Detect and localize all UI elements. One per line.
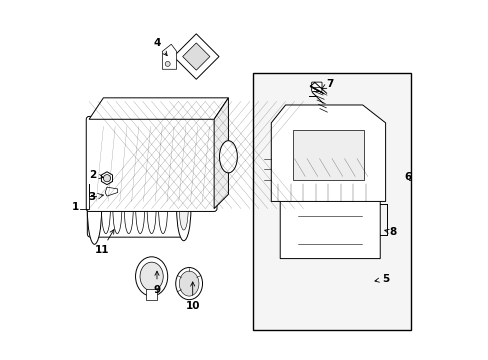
Polygon shape bbox=[271, 105, 385, 202]
Polygon shape bbox=[214, 98, 228, 208]
Text: 4: 4 bbox=[153, 38, 167, 56]
Polygon shape bbox=[162, 44, 176, 69]
Text: 6: 6 bbox=[404, 172, 411, 182]
Text: 9: 9 bbox=[153, 271, 160, 294]
Ellipse shape bbox=[135, 257, 167, 296]
Text: 7: 7 bbox=[321, 79, 333, 89]
Polygon shape bbox=[280, 158, 380, 258]
Text: 11: 11 bbox=[94, 230, 114, 255]
Polygon shape bbox=[105, 187, 118, 196]
Ellipse shape bbox=[140, 262, 163, 291]
Ellipse shape bbox=[87, 173, 102, 244]
FancyBboxPatch shape bbox=[311, 82, 322, 91]
Text: 10: 10 bbox=[185, 282, 200, 311]
Bar bbox=[183, 43, 209, 70]
Circle shape bbox=[103, 175, 110, 182]
Text: 8: 8 bbox=[384, 228, 396, 237]
Text: 1: 1 bbox=[72, 202, 79, 212]
Text: 5: 5 bbox=[374, 274, 388, 284]
Polygon shape bbox=[101, 172, 112, 185]
FancyBboxPatch shape bbox=[253, 73, 410, 330]
Ellipse shape bbox=[175, 267, 202, 300]
Bar bbox=[146, 289, 157, 300]
Ellipse shape bbox=[176, 176, 190, 241]
Bar bbox=[292, 130, 364, 180]
Polygon shape bbox=[89, 98, 228, 119]
FancyBboxPatch shape bbox=[86, 116, 217, 211]
Ellipse shape bbox=[219, 141, 237, 173]
Bar bbox=[173, 34, 219, 79]
Ellipse shape bbox=[179, 187, 188, 230]
Text: 2: 2 bbox=[89, 170, 103, 180]
Circle shape bbox=[165, 62, 170, 66]
Text: 3: 3 bbox=[88, 192, 95, 202]
Ellipse shape bbox=[179, 271, 199, 296]
